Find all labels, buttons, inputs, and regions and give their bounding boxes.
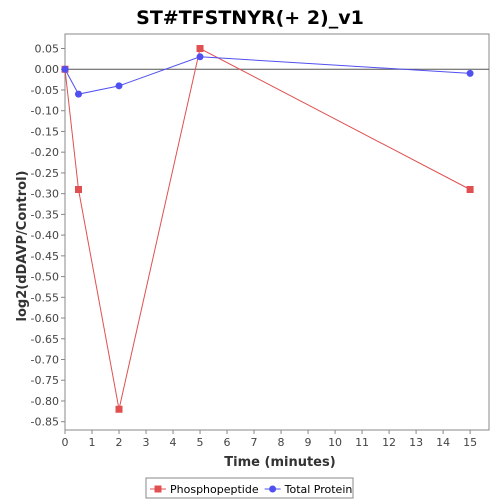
y-tick-label: -0.70 [31,354,59,367]
x-tick-label: 2 [116,436,123,449]
x-tick-label: 0 [62,436,69,449]
y-tick-label: -0.45 [31,250,59,263]
y-tick-label: -0.10 [31,105,59,118]
x-tick-label: 4 [170,436,177,449]
x-tick-label: 9 [305,436,312,449]
legend-square-marker [154,485,162,493]
y-tick-label: 0.05 [35,43,60,56]
x-axis-ticks: 0 1 2 3 4 5 6 7 8 9 10 11 12 13 14 15 [62,430,477,449]
y-tick-label: -0.60 [31,312,59,325]
y-tick-label: -0.85 [31,416,59,429]
data-point-square [115,405,123,413]
y-axis-ticks: 0.05 0.00 -0.05 -0.10 -0.15 -0.20 -0.25 -0.30 -0… [31,43,65,429]
x-tick-label: 6 [224,436,231,449]
y-tick-label: -0.40 [31,229,59,242]
data-point-circle [466,69,474,77]
y-tick-label: 0.00 [35,63,60,76]
chart-title: ST#TFSTNYR(+ 2)_v1 [136,7,364,29]
legend: Phosphopeptide Total Protein [145,477,354,499]
x-tick-label: 13 [409,436,423,449]
series-layer [61,45,474,413]
x-tick-label: 10 [328,436,342,449]
plot-area [64,33,490,431]
x-tick-label: 15 [463,436,477,449]
legend-box [145,477,354,499]
legend-label-1: Total Protein [284,483,353,496]
y-tick-label: -0.55 [31,291,59,304]
y-tick-label: -0.15 [31,125,59,138]
data-point-square [466,185,474,193]
y-tick-label: -0.35 [31,208,59,221]
y-tick-label: -0.65 [31,333,59,346]
y-tick-label: -0.05 [31,84,59,97]
data-point-square [196,45,204,53]
y-tick-label: -0.75 [31,374,59,387]
x-tick-label: 8 [278,436,285,449]
y-tick-label: -0.20 [31,146,59,159]
x-tick-label: 7 [251,436,258,449]
data-point-square [75,185,83,193]
x-tick-label: 1 [89,436,96,449]
x-tick-label: 14 [436,436,450,449]
y-tick-label: -0.80 [31,395,59,408]
legend-label-0: Phosphopeptide [170,483,259,496]
data-point-circle [196,53,204,61]
y-tick-label: -0.25 [31,167,59,180]
x-tick-label: 5 [197,436,204,449]
y-tick-label: -0.50 [31,271,59,284]
y-axis-label: log2(dDAVP/Control) [15,171,30,322]
data-point-circle [61,65,69,73]
x-tick-label: 12 [382,436,396,449]
data-point-circle [75,90,83,98]
legend-circle-marker [269,485,277,493]
x-axis-label: Time (minutes) [224,455,335,470]
data-point-circle [115,82,123,90]
y-tick-label: -0.30 [31,188,59,201]
x-tick-label: 11 [355,436,369,449]
x-tick-label: 3 [143,436,150,449]
